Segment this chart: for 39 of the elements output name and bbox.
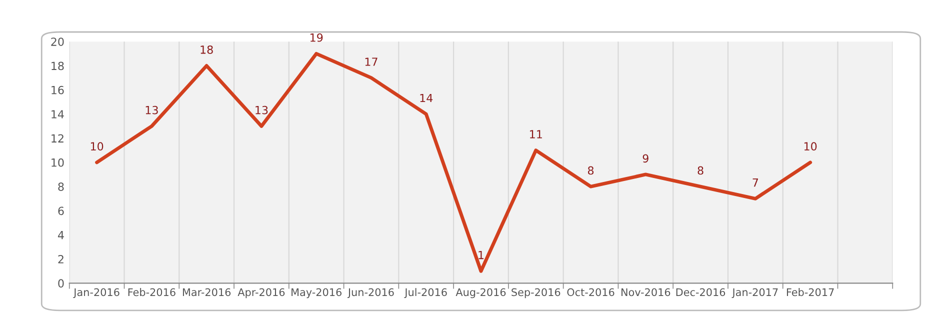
y-tick-label: 14 <box>52 110 64 118</box>
data-label: 13 <box>146 106 158 114</box>
y-tick-label: 16 <box>52 86 64 94</box>
x-tick-label: Jan-2017 <box>732 288 778 298</box>
y-tick-label: 18 <box>52 62 64 70</box>
x-tick-label: Aug-2016 <box>456 288 506 298</box>
y-tick-label: 6 <box>58 206 64 216</box>
data-label: 7 <box>752 178 758 187</box>
y-tick-label: 0 <box>58 279 64 288</box>
data-label: 18 <box>200 45 213 54</box>
x-tick-label: Jun-2016 <box>347 288 394 298</box>
data-label: 11 <box>530 130 542 138</box>
x-tick-label: Jan-2016 <box>73 288 120 298</box>
data-label: 10 <box>90 142 104 151</box>
x-tick-label: Dec-2016 <box>676 288 726 296</box>
x-tick-label: Nov-2016 <box>622 288 670 296</box>
x-tick-label: Mar-2016 <box>182 288 231 296</box>
data-label: 9 <box>642 154 648 163</box>
x-tick-label: Feb-2016 <box>128 288 176 296</box>
data-label: 13 <box>256 106 268 114</box>
data-label: 1 <box>478 250 484 260</box>
y-tick-label: 12 <box>52 134 64 142</box>
x-tick-label: May-2016 <box>292 288 342 298</box>
x-tick-label: Feb-2017 <box>786 288 834 296</box>
data-label: 17 <box>365 58 378 66</box>
x-tick-label: Sep-2016 <box>512 288 560 298</box>
data-label: 14 <box>420 94 433 102</box>
y-tick-label: 20 <box>51 38 64 46</box>
x-tick-label: Jul-2016 <box>404 288 447 298</box>
data-label: 8 <box>698 166 704 175</box>
data-label: 19 <box>310 33 323 42</box>
data-label: 10 <box>804 142 817 151</box>
y-tick-label: 10 <box>52 158 64 167</box>
y-tick-label: 4 <box>58 231 64 240</box>
y-tick-label: 8 <box>58 182 64 191</box>
data-label: 8 <box>588 166 594 175</box>
x-tick-label: Apr-2016 <box>238 288 285 298</box>
x-tick-label: Oct-2016 <box>567 288 614 296</box>
y-tick-label: 2 <box>58 255 64 264</box>
